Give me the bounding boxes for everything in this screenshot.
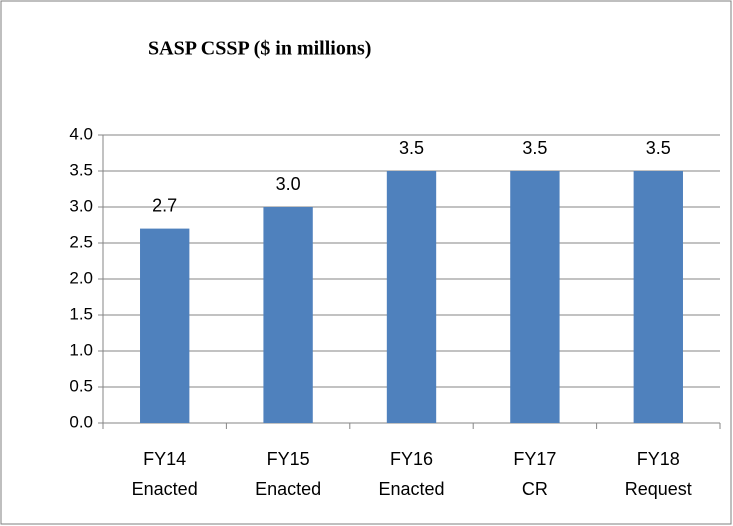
y-tick-label: 3.0 bbox=[69, 196, 93, 215]
value-label: 2.7 bbox=[152, 195, 177, 215]
y-tick-label: 1.0 bbox=[69, 340, 93, 359]
y-tick-label: 0.0 bbox=[69, 412, 93, 431]
chart-title: SASP CSSP ($ in millions) bbox=[148, 38, 371, 60]
x-tick-label: FY15 Enacted bbox=[255, 449, 322, 499]
y-tick-label: 1.5 bbox=[69, 304, 93, 323]
value-label: 3.0 bbox=[276, 174, 301, 194]
value-label: 3.5 bbox=[646, 138, 671, 158]
y-tick-label: 4.0 bbox=[69, 124, 93, 143]
y-tick-label: 2.0 bbox=[69, 268, 93, 287]
bar bbox=[633, 171, 683, 423]
value-label: 3.5 bbox=[522, 138, 547, 158]
x-tick-label: FY17 CR bbox=[513, 449, 557, 499]
y-tick-label: 2.5 bbox=[69, 232, 93, 251]
y-tick-label: 3.5 bbox=[69, 160, 93, 179]
x-tick-label: FY16 Enacted bbox=[378, 449, 445, 499]
bar bbox=[510, 171, 560, 423]
bar bbox=[386, 171, 437, 423]
x-tick-label: FY14 Enacted bbox=[131, 449, 198, 499]
bar bbox=[140, 228, 190, 423]
bar bbox=[263, 207, 313, 423]
y-tick-label: 0.5 bbox=[69, 376, 93, 395]
x-tick-label: FY18 Request bbox=[624, 449, 692, 499]
value-label: 3.5 bbox=[399, 138, 424, 158]
